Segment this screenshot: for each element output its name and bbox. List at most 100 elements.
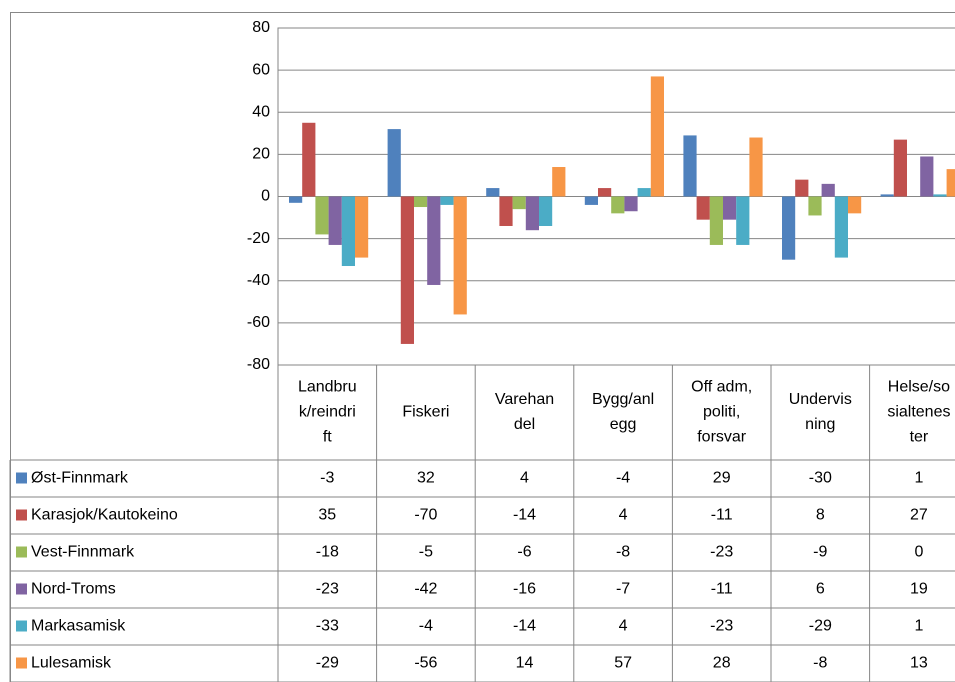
legend-key bbox=[16, 509, 27, 521]
x-tick-label: egg bbox=[610, 416, 637, 433]
x-tick-label: ter bbox=[910, 429, 929, 446]
x-tick-label: Helse/so bbox=[888, 379, 950, 396]
bar bbox=[499, 196, 513, 226]
legend-label: Vest-Finnmark bbox=[31, 544, 135, 561]
bar bbox=[525, 196, 539, 231]
x-tick-label: Fiskeri bbox=[402, 404, 449, 421]
table-value: -4 bbox=[616, 470, 630, 487]
bar bbox=[637, 188, 651, 197]
table-value: -23 bbox=[710, 544, 733, 561]
legend-label: Lulesamisk bbox=[31, 655, 112, 672]
table-value: -7 bbox=[616, 581, 630, 598]
x-tick-label: Undervis bbox=[789, 391, 852, 408]
table-value: -30 bbox=[809, 470, 832, 487]
y-tick-label: 60 bbox=[252, 61, 270, 78]
table-value: -9 bbox=[813, 544, 827, 561]
bar bbox=[749, 137, 763, 197]
legend-key bbox=[16, 583, 27, 595]
bar bbox=[328, 196, 342, 245]
legend-label: Markasamisk bbox=[31, 618, 126, 635]
y-tick-label: -20 bbox=[247, 230, 270, 247]
table-value: 35 bbox=[318, 507, 336, 524]
table-value: 4 bbox=[619, 507, 628, 524]
bar bbox=[893, 139, 907, 197]
bar bbox=[289, 196, 303, 203]
table-value: 1 bbox=[914, 470, 923, 487]
bar bbox=[946, 169, 955, 197]
x-tick-label: k/reindri bbox=[299, 404, 356, 421]
bar bbox=[512, 196, 526, 210]
bar bbox=[427, 196, 441, 285]
y-tick-label: -40 bbox=[247, 272, 270, 289]
bar bbox=[611, 196, 625, 214]
x-tick-label: Landbru bbox=[298, 379, 357, 396]
bar bbox=[736, 196, 750, 245]
bar bbox=[624, 196, 638, 212]
bar bbox=[355, 196, 369, 258]
table-value: -23 bbox=[710, 618, 733, 635]
table-value: -70 bbox=[414, 507, 437, 524]
bar bbox=[440, 196, 454, 205]
x-tick-label: Off adm, bbox=[691, 379, 752, 396]
legend-key bbox=[16, 546, 27, 558]
table-value: -3 bbox=[320, 470, 334, 487]
y-tick-label: -80 bbox=[247, 356, 270, 373]
x-tick-label: sialtenes bbox=[887, 404, 950, 421]
table-value: -11 bbox=[711, 507, 733, 524]
table-value: 27 bbox=[910, 507, 928, 524]
bar bbox=[808, 196, 822, 216]
table-value: -14 bbox=[513, 618, 536, 635]
legend-key bbox=[16, 657, 27, 669]
bar bbox=[302, 122, 316, 197]
table-value: -42 bbox=[414, 581, 437, 598]
chart-border bbox=[10, 12, 955, 682]
bar bbox=[453, 196, 467, 315]
bar bbox=[584, 196, 598, 205]
bar bbox=[552, 167, 566, 197]
y-tick-label: 80 bbox=[252, 19, 270, 36]
bar bbox=[696, 196, 710, 220]
legend-label: Karasjok/Kautokeino bbox=[31, 507, 178, 524]
table-value: 4 bbox=[619, 618, 628, 635]
table-value: -8 bbox=[813, 655, 827, 672]
x-tick-label: ft bbox=[323, 429, 332, 446]
table-value: 57 bbox=[614, 655, 632, 672]
legend-key bbox=[16, 620, 27, 632]
plot-border bbox=[277, 27, 955, 366]
bar bbox=[834, 196, 848, 258]
legend-key bbox=[16, 472, 27, 484]
table-value: -16 bbox=[513, 581, 536, 598]
bar bbox=[795, 179, 809, 197]
table-value: -33 bbox=[316, 618, 339, 635]
y-tick-label: 20 bbox=[252, 146, 270, 163]
x-tick-label: ning bbox=[805, 416, 835, 433]
table-value: -8 bbox=[616, 544, 630, 561]
x-tick-label: Varehan bbox=[495, 391, 554, 408]
bar bbox=[414, 196, 428, 208]
table-value: -4 bbox=[419, 618, 433, 635]
table-value: 6 bbox=[816, 581, 825, 598]
bar bbox=[387, 129, 401, 197]
table-value: 1 bbox=[914, 618, 923, 635]
bar bbox=[315, 196, 329, 235]
bar bbox=[650, 76, 664, 197]
bar bbox=[709, 196, 723, 245]
table-value: -5 bbox=[419, 544, 433, 561]
table-value: 14 bbox=[516, 655, 534, 672]
x-tick-label: Bygg/anl bbox=[592, 391, 654, 408]
bar bbox=[782, 196, 796, 260]
table-value: 19 bbox=[910, 581, 928, 598]
table-value: -18 bbox=[316, 544, 339, 561]
table-value: -14 bbox=[513, 507, 536, 524]
table-value: -29 bbox=[809, 618, 832, 635]
bar bbox=[848, 196, 862, 214]
table-value: 32 bbox=[417, 470, 435, 487]
table-value: 29 bbox=[713, 470, 731, 487]
table-value: 8 bbox=[816, 507, 825, 524]
table-value: 28 bbox=[713, 655, 731, 672]
table-value: 0 bbox=[914, 544, 923, 561]
bar bbox=[933, 194, 947, 197]
bar bbox=[486, 188, 500, 197]
bar bbox=[539, 196, 553, 226]
